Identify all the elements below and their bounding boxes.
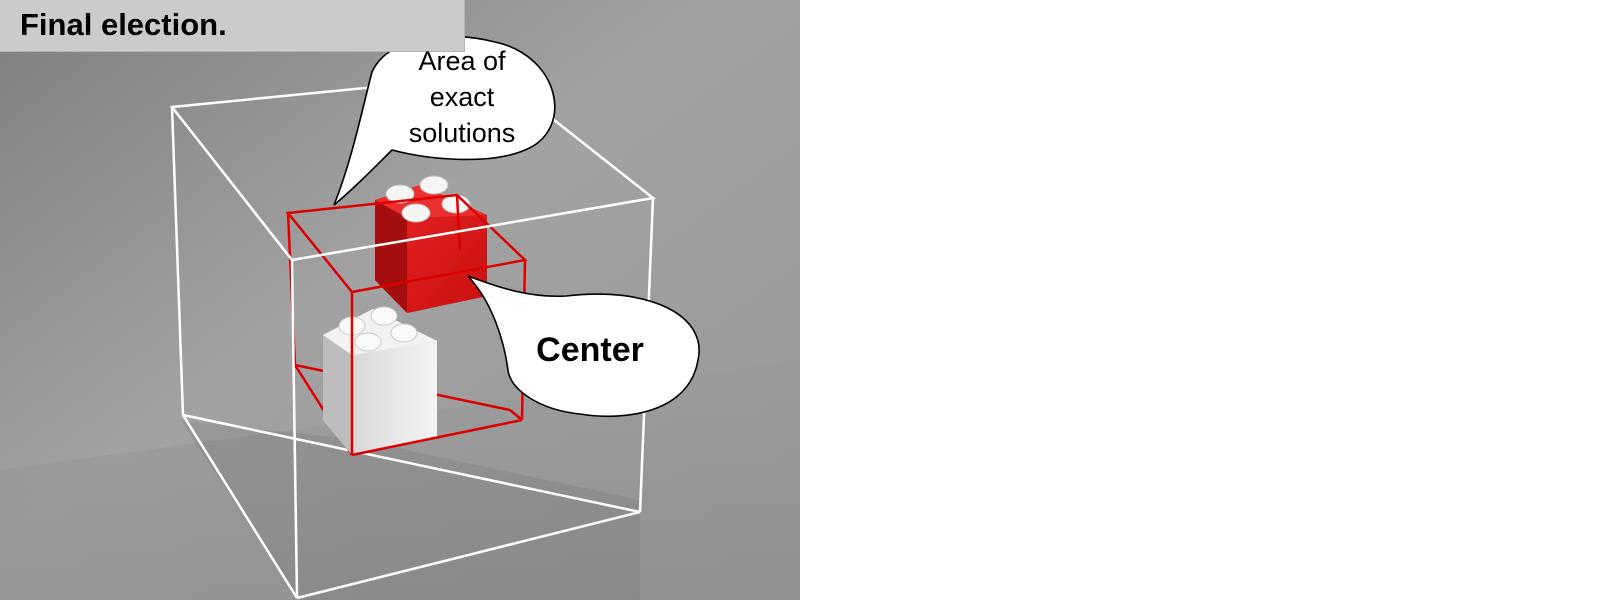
callout-exact-area-text: Area of exact solutions [395,43,529,151]
callout-center-label: Center [536,331,644,369]
callout-line: solutions [408,118,516,148]
callout-line: exact [429,82,495,112]
floor-plane [0,360,800,600]
scene-render: Final election. Area of exact solutions … [0,0,800,600]
blank-area [800,0,1600,600]
diagram-canvas [0,0,800,600]
callout-exact-area-bubble [333,35,556,206]
callout-line: Area of [418,46,506,76]
title-bar: Final election. [0,0,465,52]
outer-box-back [170,106,641,599]
callout-center-bubble [467,275,700,418]
page-title: Final election. [20,7,227,42]
